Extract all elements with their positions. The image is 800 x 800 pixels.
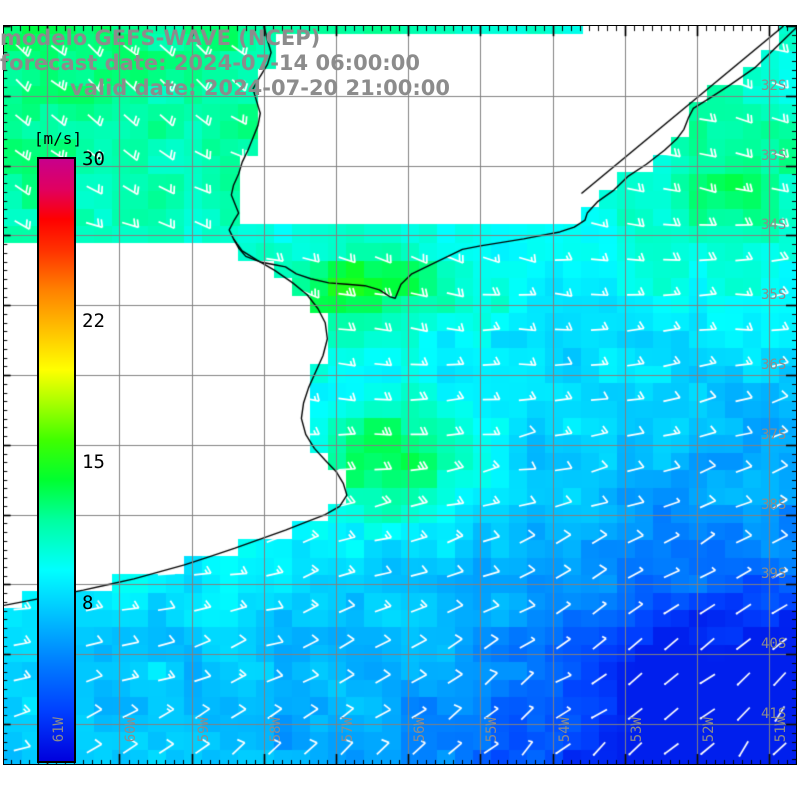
colorbar-tick-22: 22 [82, 309, 105, 332]
longitude-label-61W: 61W [51, 717, 68, 743]
longitude-label-53W: 53W [628, 717, 645, 743]
latitude-label-41S: 41S [761, 706, 787, 723]
latitude-label-40S: 40S [761, 636, 787, 653]
latitude-label-39S: 39S [761, 566, 787, 583]
longitude-label-51W: 51W [773, 717, 790, 743]
colorbar-gradient [37, 157, 76, 763]
longitude-label-58W: 58W [267, 717, 284, 743]
longitude-label-59W: 59W [195, 717, 212, 743]
forecast-date-line: forecast date: 2024-07-14 06:00:00 [0, 51, 420, 75]
latitude-label-34S: 34S [761, 217, 787, 234]
colorbar-tick-15: 15 [82, 451, 105, 473]
longitude-label-57W: 57W [340, 717, 357, 743]
model-title-line: modelo GEFS-WAVE (NCEP) [0, 26, 321, 50]
valid-date-line: valid date: 2024-07-20 21:00:00 [70, 76, 450, 100]
latitude-label-35S: 35S [761, 287, 787, 304]
longitude-label-54W: 54W [556, 717, 573, 743]
plot-frame [3, 25, 797, 765]
latitude-label-32S: 32S [761, 77, 787, 94]
longitude-label-60W: 60W [123, 717, 140, 743]
longitude-label-52W: 52W [700, 717, 717, 743]
longitude-label-55W: 55W [484, 717, 501, 743]
latitude-label-36S: 36S [761, 357, 787, 374]
title-block: modelo GEFS-WAVE (NCEP) forecast date: 2… [0, 26, 520, 101]
colorbar-unit-label: [m/s] [33, 129, 83, 148]
graticule-grid [4, 26, 796, 764]
colorbar-tick-30: 30 [82, 148, 105, 170]
latitude-label-37S: 37S [761, 426, 787, 443]
colorbar-tick-8: 8 [82, 592, 94, 615]
longitude-label-56W: 56W [412, 717, 429, 743]
latitude-label-33S: 33S [761, 147, 787, 164]
latitude-label-38S: 38S [761, 496, 787, 513]
